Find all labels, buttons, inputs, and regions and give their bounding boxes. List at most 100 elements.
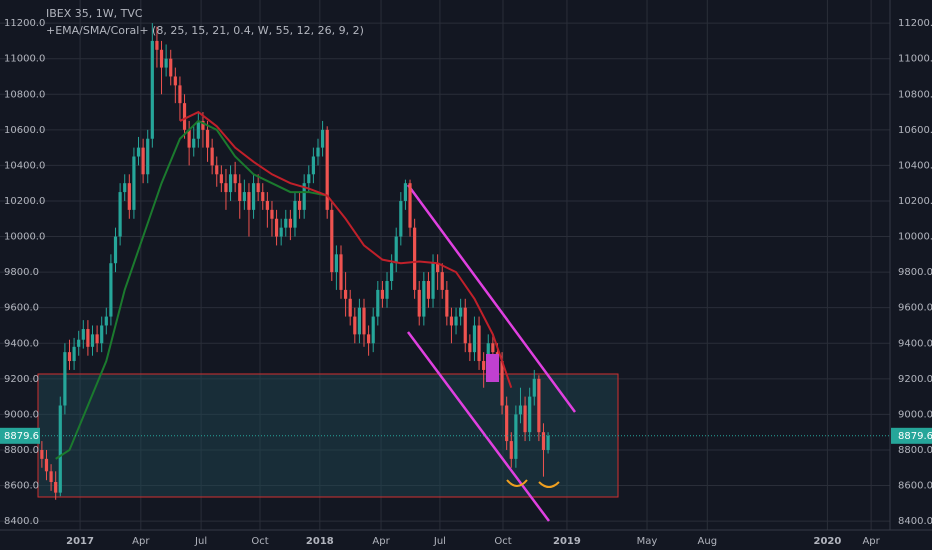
candle-body (463, 307, 467, 344)
y-tick-label: 10400.0 (4, 160, 45, 171)
arc-marker (538, 481, 560, 488)
candle-body (339, 254, 343, 290)
candle-body (136, 147, 141, 157)
candle-body (187, 129, 191, 148)
candle-body (330, 209, 334, 273)
y-tick-label: 11200.0 (4, 18, 45, 29)
candle-body (348, 298, 352, 317)
candle-body (205, 129, 210, 148)
candle-body (316, 147, 320, 157)
candle-body (169, 58, 173, 77)
candle-body (72, 346, 76, 362)
y-tick-label: 10400.0 (898, 160, 932, 171)
y-tick-label: 10200.0 (4, 196, 45, 207)
candle-body (417, 289, 421, 317)
y-tick-label: 8600.0 (4, 481, 39, 492)
candle-body (518, 405, 523, 415)
y-tick-label: 10800.0 (898, 89, 932, 100)
candle-body (224, 183, 228, 193)
candle-body (514, 414, 518, 459)
candle-body (403, 183, 408, 201)
x-tick-label: Apr (132, 536, 150, 547)
y-tick-label: 8800.0 (4, 445, 39, 456)
candle-body (233, 174, 237, 184)
candle-body (399, 200, 403, 237)
y-tick-label: 8600.0 (898, 481, 932, 492)
candle-body (357, 307, 362, 335)
chart-title: IBEX 35, 1W, TVC (46, 7, 143, 20)
candle-body (109, 263, 113, 317)
candle-body (371, 316, 375, 344)
candle-body (293, 200, 297, 228)
candle-body (251, 183, 256, 210)
candle-body (49, 471, 53, 482)
candle-body (274, 218, 279, 237)
candle-body (100, 325, 104, 344)
y-tick-label: 8400.0 (4, 516, 39, 527)
candle-body (376, 289, 380, 317)
candle-body (256, 183, 260, 193)
moving-average (179, 110, 513, 389)
candle-body (210, 147, 214, 166)
price-tag (891, 427, 932, 444)
y-tick-label: 9400.0 (4, 338, 39, 349)
candle-body (459, 307, 463, 317)
candle-body (440, 272, 444, 290)
candle-body (523, 405, 527, 433)
x-tick-label: Jul (433, 536, 446, 547)
y-tick-label: 9600.0 (4, 303, 39, 314)
candle-body (343, 289, 348, 299)
x-tick-label: Aug (698, 536, 718, 547)
x-tick-label: Oct (494, 536, 511, 547)
candle-body (150, 40, 154, 139)
y-tick-label: 11000.0 (898, 54, 932, 65)
candle-body (537, 378, 541, 433)
candle-body (270, 209, 274, 219)
y-tick-label: 9800.0 (898, 267, 932, 278)
y-tick-label: 8400.0 (898, 516, 932, 527)
x-tick-label: 2020 (813, 536, 841, 547)
candle-body (422, 281, 426, 317)
candle-body (77, 339, 81, 347)
candle-body (215, 165, 219, 175)
chart-subtitle: +EMA/SMA/Coral+ (8, 25, 15, 21, 0.4, W, … (46, 24, 364, 37)
x-tick-label: Oct (251, 536, 268, 547)
moving-average (55, 119, 328, 460)
candle-body (546, 435, 550, 450)
candle-body (182, 103, 187, 130)
candle-body (302, 183, 306, 210)
candle-body (81, 329, 85, 340)
plot (0, 23, 890, 500)
candle-body (426, 281, 431, 299)
candle-body (436, 263, 440, 273)
candle-body (505, 405, 509, 442)
y-tick-label: 10200.0 (898, 196, 932, 207)
candle-body (132, 156, 136, 210)
candle-body (307, 174, 311, 184)
candle-body (127, 183, 131, 210)
candle-body (297, 200, 302, 210)
arc-marker (506, 479, 528, 487)
y-tick-label: 10600.0 (898, 125, 932, 136)
candle-body (90, 334, 95, 347)
candle-body (104, 316, 108, 326)
candle-body (477, 325, 481, 362)
candle-body (265, 200, 269, 210)
candle-body (118, 192, 122, 237)
y-tick-label: 11000.0 (4, 54, 45, 65)
price-tag-label: 8879.6 (4, 431, 39, 442)
candle-body (40, 449, 44, 459)
candle-body (164, 58, 168, 68)
candle-body (431, 263, 435, 299)
x-tick-label: 2017 (66, 536, 94, 547)
candle-body (482, 361, 486, 370)
candle-body (509, 441, 513, 459)
candle-body (159, 49, 164, 68)
candle-body (192, 138, 196, 148)
candle-body (541, 432, 546, 450)
candle-body (528, 396, 532, 433)
candle-body (113, 236, 118, 264)
y-tick-label: 9200.0 (4, 374, 39, 385)
y-tick-label: 9800.0 (4, 267, 39, 278)
